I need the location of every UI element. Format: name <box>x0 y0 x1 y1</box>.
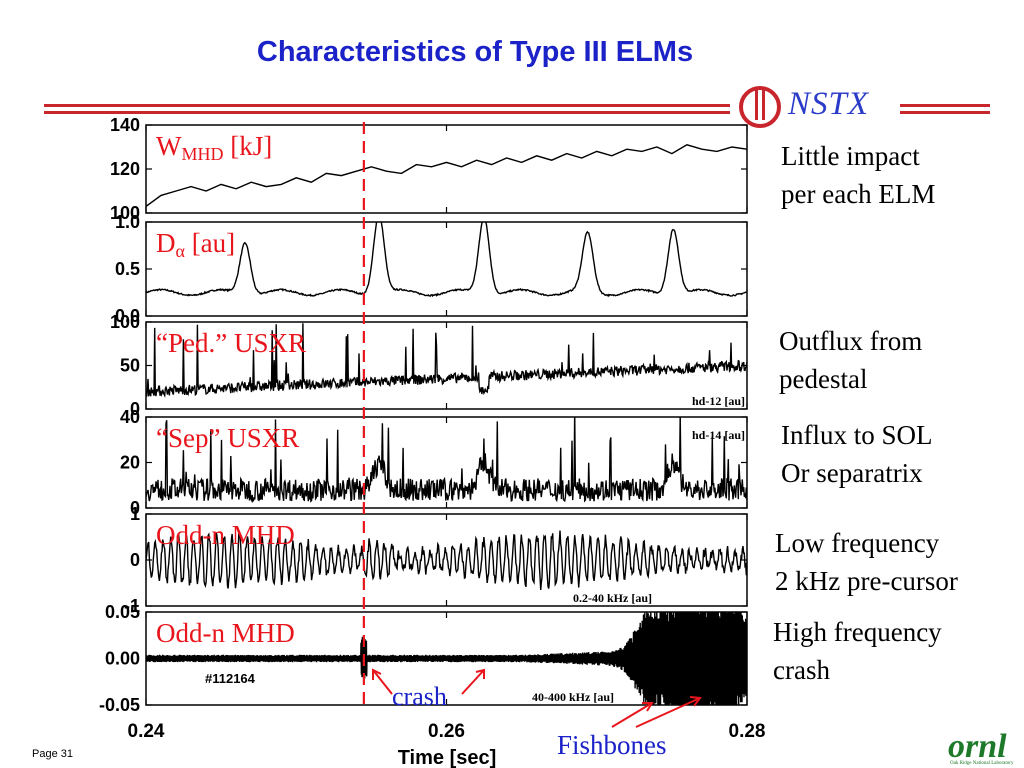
fishbones-arrow-left <box>611 702 653 728</box>
note-outflux: Outflux from pedestal <box>779 322 922 398</box>
panel-trace-group <box>146 612 747 705</box>
note-high-frequency: High frequency crash <box>773 613 942 689</box>
note-line: High frequency <box>773 617 942 647</box>
panel-trace-group <box>146 530 747 591</box>
note-line: per each ELM <box>781 179 936 209</box>
panel-label: WMHD [kJ] <box>156 131 272 164</box>
y-tick-label: 100 <box>110 312 140 332</box>
panel-label-units: [kJ] <box>224 131 273 161</box>
fishbones-arrowhead-right <box>689 696 702 707</box>
header-rule-right-bottom <box>900 111 990 114</box>
y-tick-label: 0 <box>130 498 140 518</box>
note-line: Or separatrix <box>781 458 923 488</box>
fishbones-arrowhead-left <box>642 702 654 712</box>
page-number: Page 31 <box>32 748 73 760</box>
panel-trace-group <box>146 417 747 504</box>
y-tick-label: 0.5 <box>115 259 140 279</box>
y-tick-label: 20 <box>120 453 140 473</box>
channel-label: hd-12 [au] <box>692 394 745 408</box>
y-tick-label: 1.0 <box>115 212 140 232</box>
y-tick-label: 0.05 <box>105 602 140 622</box>
panel-label: Odd-n MHD <box>156 520 295 550</box>
y-tick-label: 0.00 <box>105 649 140 669</box>
series-line <box>146 144 747 207</box>
note-line: Low frequency <box>775 528 940 558</box>
header-rule-left-top <box>44 104 730 107</box>
note-line: crash <box>773 655 830 685</box>
note-little-impact: Little impact per each ELM <box>781 137 935 213</box>
y-tick-label: 0 <box>130 550 140 570</box>
panel-label-subscript: MHD <box>181 144 223 164</box>
panel-label-subscript: α <box>176 241 186 261</box>
x-tick-label: 0.26 <box>428 721 465 742</box>
x-axis-label: Time [sec] <box>398 747 497 768</box>
y-tick-label: 40 <box>120 407 140 427</box>
series-line <box>146 612 747 705</box>
panel-trace-group <box>146 323 747 398</box>
channel-label: 40-400 kHz [au] <box>532 690 614 704</box>
y-tick-label: 50 <box>120 356 140 376</box>
nstx-logo-icon <box>739 86 781 128</box>
panel-label: Dα [au] <box>156 228 235 261</box>
panel-trace-group <box>146 222 747 298</box>
note-line: Influx to SOL <box>781 420 933 450</box>
y-tick-label: 100 <box>110 203 140 223</box>
series-line <box>146 222 747 298</box>
channel-label: 0.2-40 kHz [au] <box>573 591 652 605</box>
ornl-logo: ornl <box>948 728 1007 765</box>
nstx-logo-text: NSTX <box>788 86 870 122</box>
note-line: pedestal <box>779 364 868 394</box>
panel-label: Odd-n MHD <box>156 618 295 648</box>
panel-label: “Ped.” USXR <box>156 328 306 358</box>
crash-label: crash <box>392 682 447 711</box>
y-tick-label: 1 <box>130 504 140 524</box>
x-tick-label: 0.24 <box>128 721 165 742</box>
note-influx: Influx to SOL Or separatrix <box>781 416 933 492</box>
crash-arrow-right <box>461 669 485 695</box>
crash-arrow-left <box>372 669 393 695</box>
note-low-frequency: Low frequency 2 kHz pre-cursor <box>775 524 958 600</box>
page-title: Characteristics of Type III ELMs <box>256 36 694 68</box>
y-tick-label: 0.0 <box>115 306 140 326</box>
panel-label-units: [au] <box>185 228 235 258</box>
x-tick-label: 0.28 <box>729 721 766 742</box>
fishbones-label: Fishbones <box>557 730 667 760</box>
note-line: Little impact <box>781 141 920 171</box>
panel-label: “Sep” USXR <box>156 423 299 453</box>
shot-number: #112164 <box>205 671 256 686</box>
header-rule-left-bottom <box>44 111 730 114</box>
note-line: 2 kHz pre-cursor <box>775 566 958 596</box>
crash-arrowhead-left <box>372 668 382 680</box>
y-tick-label: -0.05 <box>99 695 140 715</box>
channel-label: hd-14 [au] <box>692 428 745 442</box>
y-tick-label: -1 <box>124 596 140 616</box>
fishbones-arrow-right <box>635 697 701 728</box>
ornl-logo-caption: Oak Ridge National Laboratory <box>950 761 1014 766</box>
y-tick-label: 0 <box>130 399 140 419</box>
series-line <box>146 323 747 398</box>
note-line: Outflux from <box>779 326 923 356</box>
series-line <box>146 417 747 504</box>
y-tick-label: 120 <box>110 159 140 179</box>
panel-frame <box>145 221 748 317</box>
panel-trace-group <box>146 144 747 207</box>
y-tick-label: 140 <box>110 115 140 135</box>
crash-arrowhead-right <box>475 668 485 679</box>
header-rule-right-top <box>900 104 990 107</box>
series-line <box>146 530 747 591</box>
